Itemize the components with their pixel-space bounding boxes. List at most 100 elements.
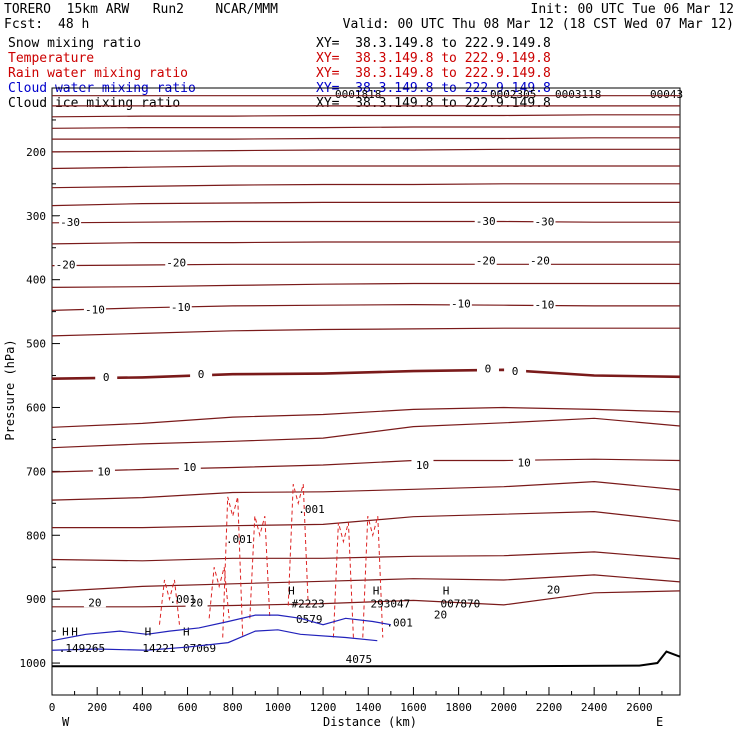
- field-name: Snow mixing ratio: [8, 36, 142, 51]
- x-tick-label: 400: [132, 701, 152, 714]
- field-xy: XY= 38.3.149.8 to 222.9.149.8: [316, 51, 551, 66]
- isotherm-label-bg: [528, 254, 551, 266]
- isotherm-line: [51, 458, 681, 473]
- rain-label: .001: [386, 617, 413, 630]
- isotherm-line: [51, 417, 681, 449]
- header-init: Init: 00 UTC Tue 06 Mar 12: [530, 2, 735, 17]
- isotherm-label-bg: [476, 362, 499, 374]
- isotherm-line: [51, 406, 681, 428]
- y-tick-label: 700: [26, 465, 46, 478]
- isotherm-line: [51, 551, 681, 562]
- isotherm-label: 20: [88, 596, 101, 609]
- isotherm-label-bg: [178, 460, 201, 472]
- isotherm-line: [51, 327, 680, 337]
- isotherm-label: 0: [512, 365, 519, 378]
- y-tick-label: 1000: [20, 657, 47, 670]
- cloud-label: 293047: [371, 597, 411, 610]
- header-model: TORERO 15km ARW Run2 NCAR/MMM: [4, 2, 278, 17]
- header-fcst-value: 48 h: [58, 17, 90, 32]
- isotherm-label-bg: [449, 297, 472, 309]
- cloud-label: .149265: [59, 642, 105, 655]
- rain-contour: [249, 515, 271, 619]
- rain-contour: [287, 484, 309, 606]
- isotherm-label-bg: [169, 301, 192, 313]
- isotherm-label: 20: [434, 608, 447, 621]
- isotherm-label: 20: [190, 596, 203, 609]
- isotherm-label-bg: [92, 465, 115, 477]
- isotherm-label: 10: [97, 465, 110, 478]
- isotherm-label-bg: [411, 458, 434, 470]
- x-tick-label: 600: [178, 701, 198, 714]
- isotherm-label-bg: [83, 596, 106, 608]
- isotherm-line: [52, 590, 681, 608]
- isotherm-line: [51, 480, 681, 501]
- isotherm-label: -10: [171, 301, 191, 314]
- isotherm-label-bg: [533, 298, 556, 310]
- x-tick-label: 2200: [536, 701, 563, 714]
- cloud-label: H: [443, 585, 450, 598]
- ground-line: [52, 650, 681, 668]
- rain-contour: [332, 522, 354, 638]
- isotherm-label-bg: [185, 596, 208, 608]
- field-xy: XY= 38.3.149.8 to 222.9.149.8: [316, 66, 551, 81]
- x-tick-label: 2400: [581, 701, 608, 714]
- cloud-contour: [51, 629, 378, 651]
- isotherm-label-bg: [474, 254, 497, 266]
- cloud-label: H: [62, 626, 69, 639]
- x-tick-label: 1600: [400, 701, 427, 714]
- x-tick-label: 2600: [626, 701, 653, 714]
- y-tick-label: 600: [26, 401, 46, 414]
- y-tick-label: 800: [26, 529, 46, 542]
- isotherm-label-bg: [513, 456, 536, 468]
- isotherm-line: [52, 510, 681, 529]
- rain-contour: [208, 567, 230, 619]
- rain-contour: [362, 515, 384, 638]
- cloud-label: H: [373, 585, 380, 598]
- isotherm-label-bg: [429, 608, 452, 620]
- top-label: 0002305: [490, 88, 536, 101]
- field-name: Rain water mixing ratio: [8, 66, 189, 81]
- isotherm-label: 10: [518, 456, 531, 469]
- x-axis-label: Distance (km): [323, 715, 417, 729]
- y-tick-label: 500: [26, 338, 46, 351]
- isotherm-label-bg: [95, 370, 118, 382]
- x-tick-label: 1400: [355, 701, 382, 714]
- plot-frame: [51, 87, 681, 696]
- isotherm-label: -20: [530, 255, 550, 268]
- field-xy: XY= 38.3.149.8 to 222.9.149.8: [316, 96, 551, 111]
- isotherm-line: [51, 282, 680, 288]
- isotherm-label: -30: [535, 216, 555, 229]
- isotherm-line: [51, 183, 680, 189]
- isotherm-line: [52, 137, 680, 140]
- x-tick-label: 1800: [445, 701, 472, 714]
- isotherm-line: [51, 148, 680, 153]
- isotherm-label: 0: [103, 371, 110, 384]
- cloud-contour: [51, 614, 391, 642]
- y-tick-label: 200: [26, 146, 46, 159]
- x-tick-label: 200: [87, 701, 107, 714]
- isotherm-label: 10: [183, 461, 196, 474]
- isotherm-label-bg: [190, 368, 213, 380]
- rain-label: .001: [226, 533, 253, 546]
- isotherm-label-bg: [165, 256, 188, 268]
- rain-label: H: [183, 626, 190, 639]
- x-tick-label: 0: [49, 701, 56, 714]
- isotherm-label-bg: [54, 258, 77, 270]
- top-label: 0003118: [555, 88, 601, 101]
- isotherm-label-bg: [542, 583, 565, 595]
- east-label: E: [656, 715, 663, 729]
- isotherm-label: -10: [451, 297, 471, 310]
- rain-contour: [222, 496, 244, 638]
- isotherm-line: [51, 303, 680, 311]
- isotherm-label-bg: [533, 215, 556, 227]
- isotherm-label: -20: [166, 256, 186, 269]
- x-tick-label: 1000: [265, 701, 292, 714]
- x-tick-label: 2000: [491, 701, 518, 714]
- isotherm-label: -10: [535, 299, 555, 312]
- isotherm-line: [51, 165, 680, 170]
- isotherm-label: -20: [56, 258, 76, 271]
- rain-label: .001: [169, 593, 196, 606]
- cloud-label: #2223: [291, 597, 324, 610]
- isotherm-label: -20: [476, 255, 496, 268]
